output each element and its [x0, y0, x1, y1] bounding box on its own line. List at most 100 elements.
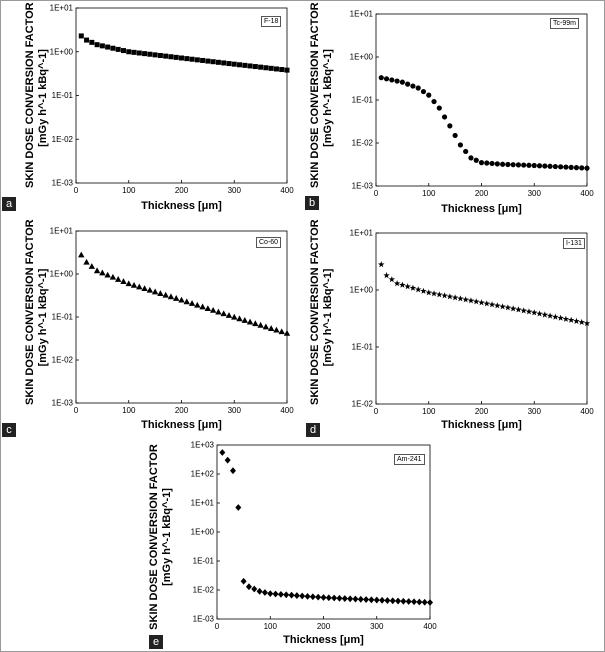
data-point-0: [78, 251, 85, 258]
data-point-8: [120, 48, 126, 54]
x-tick-label: 0: [74, 186, 79, 195]
data-point-21: [188, 300, 196, 306]
x-tick-label: 100: [122, 406, 136, 415]
data-point-27: [221, 60, 227, 66]
data-point-20: [484, 160, 490, 166]
data-point-21: [331, 594, 338, 602]
data-point-35: [262, 323, 270, 330]
data-point-10: [130, 281, 138, 288]
chart-a: 1E-03 1E-02 1E-01 1E+00 1E+01 0 100 200 300 400: [50, 4, 295, 196]
panel-c: SKIN DOSE CONVERSION FACTOR [mGy h^-1 kBq…: [0, 216, 300, 438]
data-point-38: [579, 165, 585, 171]
data-point-28: [526, 162, 532, 168]
data-point-5: [404, 283, 411, 290]
data-point-8: [420, 88, 427, 95]
data-point-10: [431, 98, 437, 105]
legend-d: I-131: [563, 238, 585, 249]
data-point-29: [373, 596, 380, 604]
data-point-22: [494, 161, 500, 167]
data-point-27: [521, 162, 527, 168]
data-point-34: [557, 314, 564, 321]
y-tick-label: 1E+01: [50, 4, 74, 13]
y-tick-label: 1E+00: [191, 528, 215, 537]
x-tick-label: 300: [528, 189, 542, 198]
data-point-7: [414, 286, 422, 293]
y-tick-label: 1E-03: [193, 615, 215, 624]
panel-badge-e: e: [149, 635, 163, 649]
data-point-38: [279, 67, 285, 73]
data-point-7: [115, 276, 122, 282]
data-point-25: [209, 306, 217, 313]
y-tick-label: 1E+03: [191, 441, 215, 450]
data-point-29: [531, 162, 537, 169]
data-point-1: [383, 76, 390, 82]
plot-area: [216, 444, 431, 620]
data-point-24: [205, 58, 211, 64]
x-tick-label: 0: [215, 622, 220, 631]
data-point-5: [245, 583, 252, 591]
data-point-19: [179, 55, 184, 61]
data-point-12: [441, 292, 448, 299]
data-point-7: [415, 85, 421, 91]
data-point-37: [416, 598, 423, 606]
data-point-17: [167, 293, 175, 300]
data-point-23: [500, 161, 506, 167]
data-point-12: [141, 285, 148, 292]
data-point-7: [115, 46, 121, 52]
data-point-14: [451, 294, 459, 301]
data-point-16: [462, 296, 469, 303]
data-point-32: [547, 163, 553, 169]
x-tick-label: 100: [122, 186, 136, 195]
data-point-17: [168, 54, 174, 60]
data-point-11: [436, 291, 443, 298]
data-point-17: [467, 297, 475, 304]
plot-area: [375, 232, 588, 405]
data-point-6: [110, 45, 116, 51]
y-tick-label: 1E+00: [350, 53, 374, 62]
x-axis-label: Thickness [μm]: [141, 419, 222, 431]
data-point-27: [363, 596, 370, 603]
data-point-9: [267, 590, 274, 598]
data-point-39: [283, 330, 291, 336]
x-tick-label: 300: [528, 407, 542, 416]
data-point-26: [215, 308, 222, 315]
data-point-36: [267, 325, 275, 331]
data-point-9: [425, 289, 432, 296]
data-point-25: [352, 595, 359, 603]
x-axis-label: Thickness [μm]: [441, 419, 522, 431]
x-axis-label: Thickness [μm]: [441, 203, 522, 215]
data-point-31: [241, 317, 248, 323]
data-point-32: [389, 597, 396, 605]
data-point-8: [120, 278, 127, 284]
data-point-38: [421, 598, 428, 606]
x-tick-label: 200: [175, 186, 189, 195]
data-point-36: [568, 164, 574, 170]
data-point-17: [468, 155, 474, 161]
y-tick-label: 1E-03: [52, 399, 74, 408]
panel-badge-a: a: [2, 197, 16, 211]
data-point-3: [93, 267, 101, 274]
data-point-13: [446, 293, 454, 300]
data-point-18: [472, 298, 480, 305]
data-point-22: [336, 594, 343, 602]
data-point-33: [552, 163, 558, 170]
plot-area: [75, 7, 288, 184]
data-point-15: [457, 142, 463, 148]
data-point-19: [478, 299, 485, 306]
data-point-35: [263, 65, 269, 71]
data-point-14: [452, 132, 458, 139]
data-point-19: [478, 160, 485, 166]
data-point-21: [189, 56, 195, 62]
data-point-35: [405, 598, 412, 605]
data-point-5: [105, 44, 111, 50]
data-point-36: [268, 65, 274, 71]
x-tick-label: 100: [264, 622, 278, 631]
legend-e: Am-241: [394, 454, 425, 465]
x-tick-label: 200: [475, 189, 489, 198]
data-point-5: [104, 271, 111, 278]
panel-e: SKIN DOSE CONVERSION FACTOR [mGy h^-1 kBq…: [140, 438, 440, 652]
x-tick-label: 400: [423, 622, 437, 631]
data-point-17: [309, 593, 316, 601]
data-point-1: [224, 456, 231, 464]
